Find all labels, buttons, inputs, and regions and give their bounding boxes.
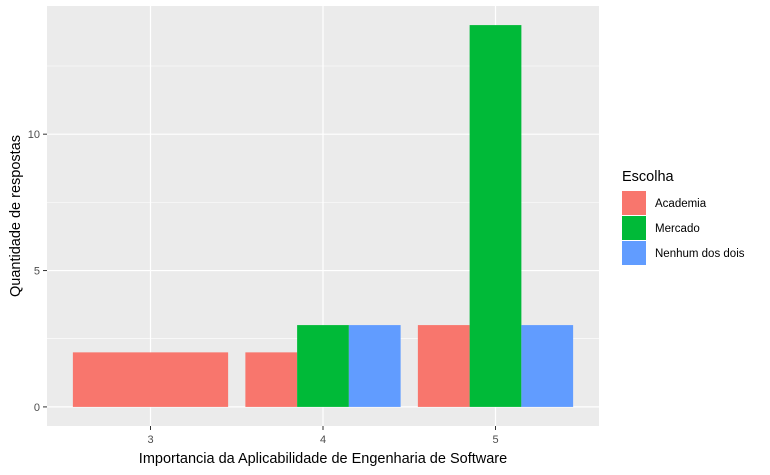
x-axis-title: Importancia da Aplicabilidade de Engenha… [139, 451, 507, 467]
x-tick-label: 3 [147, 434, 153, 446]
x-tick-label: 5 [492, 434, 498, 446]
legend: Escolha Academia Mercado Nenhum dos dois [622, 169, 745, 265]
bar-mercado-4 [297, 325, 349, 407]
y-axis-ticks: 0 5 10 [28, 129, 47, 414]
legend-label: Nenhum dos dois [655, 248, 745, 260]
bar-nenhum-dos-dois-5 [521, 325, 574, 407]
x-axis-ticks: 3 4 5 [147, 426, 499, 446]
y-tick-label: 0 [34, 402, 40, 414]
y-tick-label: 5 [34, 266, 40, 278]
bar-academia-5 [417, 325, 470, 407]
bar-mercado-5 [469, 25, 522, 407]
y-axis-title: Quantidade de respostas [8, 135, 24, 297]
legend-title: Escolha [622, 169, 675, 185]
bar-academia-4 [245, 352, 298, 407]
bar-academia-3 [72, 352, 229, 407]
legend-key-nenhum-dos-dois [622, 241, 646, 265]
legend-label: Mercado [655, 223, 700, 235]
legend-items: Academia Mercado Nenhum dos dois [622, 191, 745, 265]
x-tick-label: 4 [320, 434, 326, 446]
bars [72, 25, 574, 407]
y-tick-label: 10 [28, 129, 40, 141]
bar-nenhum-dos-dois-4 [348, 325, 401, 407]
legend-key-mercado [622, 216, 646, 240]
legend-key-academia [622, 191, 646, 215]
legend-label: Academia [655, 198, 707, 210]
